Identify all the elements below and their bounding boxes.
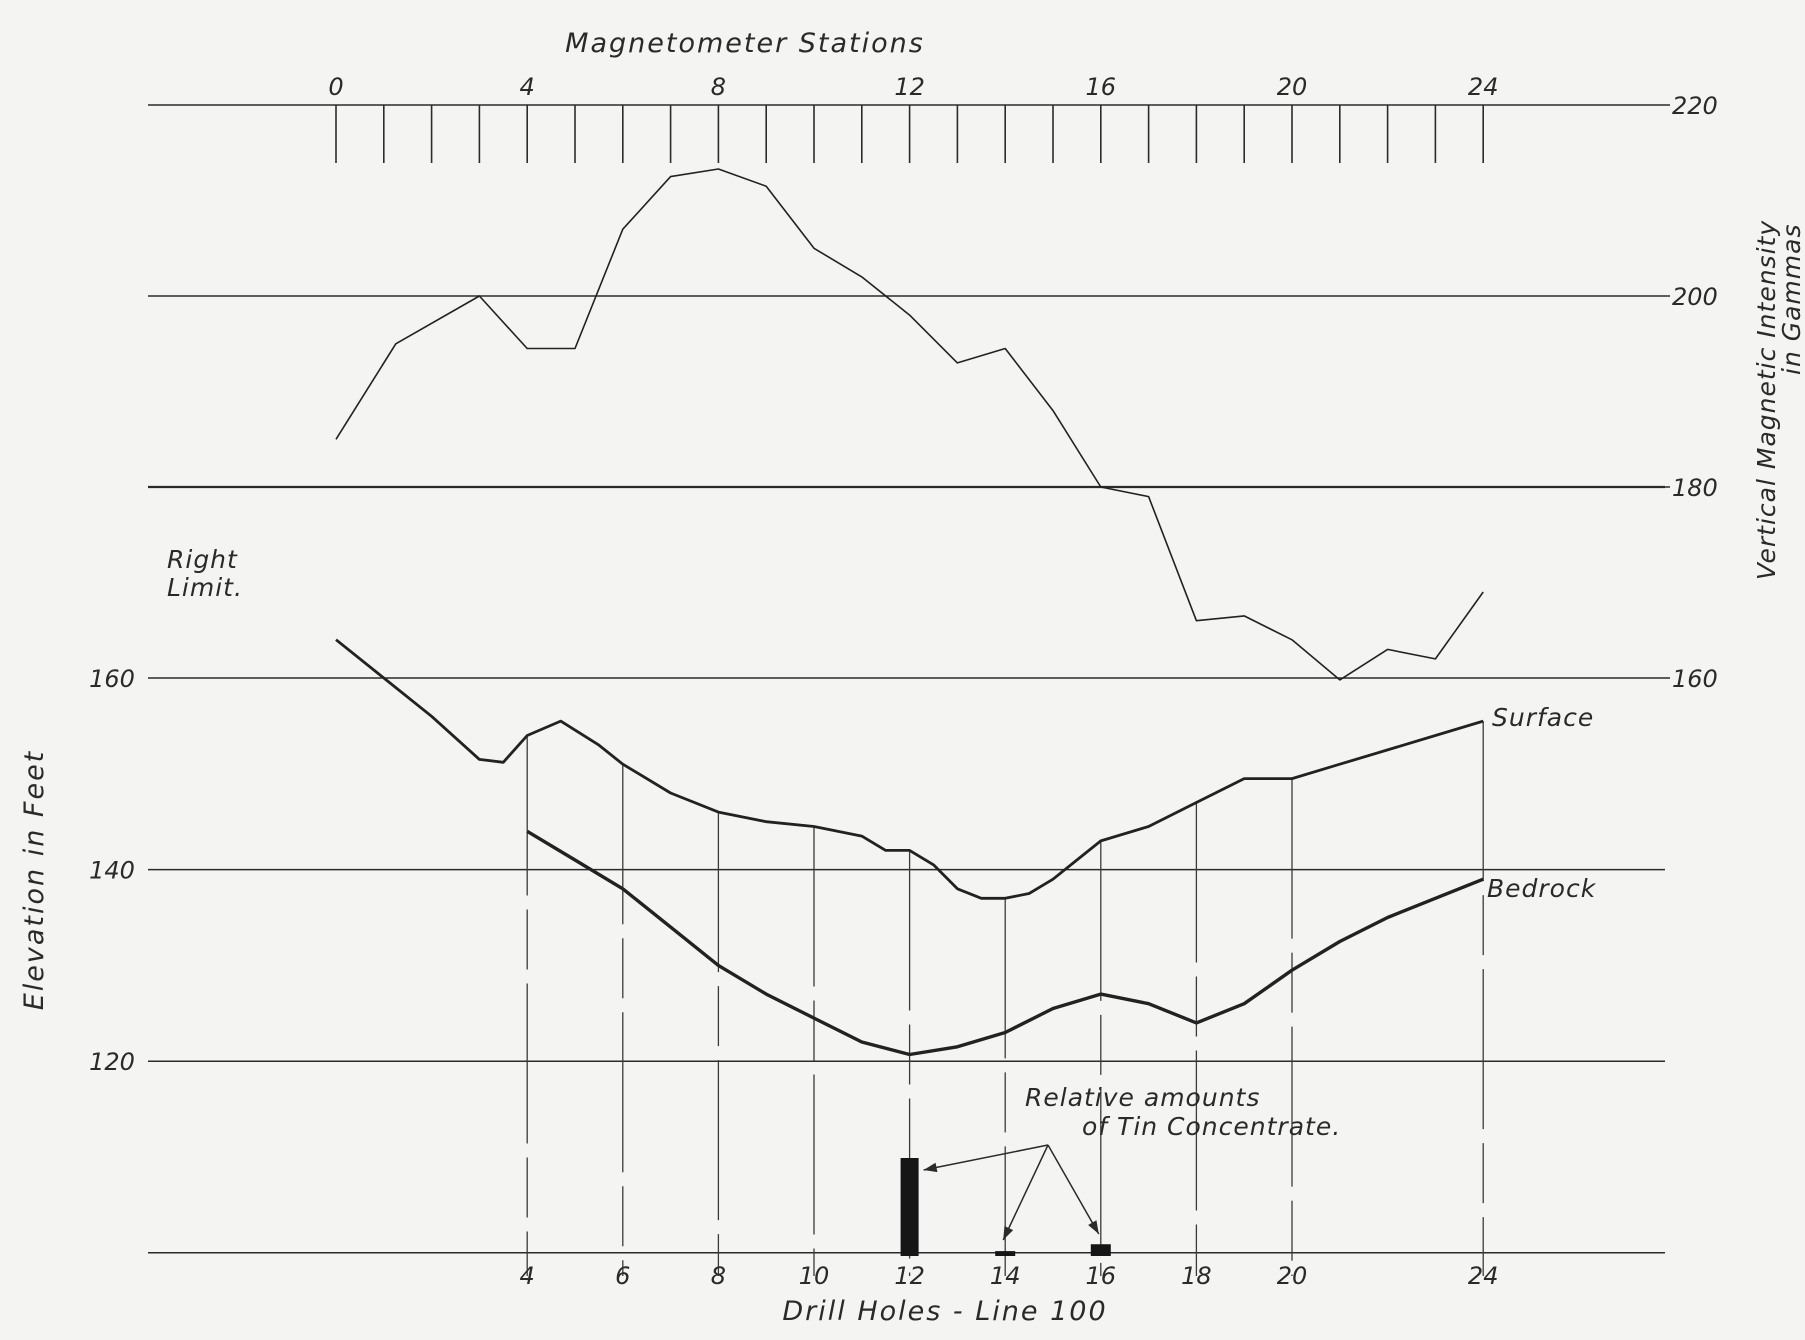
drill-hole-label-16: 16 — [1086, 1262, 1117, 1290]
annotation-arrowhead-2 — [1088, 1220, 1099, 1234]
station-label-16: 16 — [1086, 73, 1117, 101]
series-line-magnetic-intensity — [335, 168, 1484, 681]
annotation-arrowhead-0 — [923, 1162, 938, 1173]
grid-lines — [148, 104, 1665, 1254]
series-line-bedrock — [526, 829, 1484, 1057]
drill-hole-label-6: 6 — [615, 1262, 630, 1290]
station-label-0: 0 — [328, 73, 343, 101]
drill-hole-label-18: 18 — [1181, 1262, 1212, 1290]
elev-label-120: 120 — [89, 1048, 135, 1076]
station-tick-labels: 0 4 8 12 16 20 24 — [328, 73, 1498, 101]
series-label-surface: Surface — [1492, 703, 1594, 732]
annotation-line1: Relative amounts — [1025, 1083, 1260, 1112]
tin-bar-14 — [995, 1251, 1016, 1256]
drill-hole-label-8: 8 — [711, 1262, 726, 1290]
annotation-arrow-0 — [923, 1144, 1049, 1171]
drill-hole-label-20: 20 — [1277, 1262, 1308, 1290]
tin-bar-12 — [900, 1158, 919, 1256]
right-axis-label-line1: Vertical Magnetic Intensity — [1752, 220, 1781, 580]
magnetic-axis-tick-labels: 220 200 180 160 — [1665, 92, 1718, 693]
tin-bar-16 — [1090, 1244, 1111, 1256]
annotation-line2: of Tin Concentrate. — [1082, 1112, 1341, 1141]
station-tick-marks — [335, 105, 1484, 163]
tin-concentrate-bars — [900, 1158, 1111, 1256]
series-line-surface — [335, 638, 1484, 900]
drill-hole-label-4: 4 — [520, 1262, 535, 1290]
station-label-12: 12 — [894, 73, 925, 101]
mag-label-220: 220 — [1672, 92, 1718, 120]
drill-hole-label-24: 24 — [1468, 1262, 1499, 1290]
annotation-arrows — [923, 1144, 1100, 1241]
bottom-title: Drill Holes - Line 100 — [782, 1296, 1107, 1327]
top-title: Magnetometer Stations — [565, 28, 925, 59]
station-label-20: 20 — [1277, 73, 1308, 101]
right-limit-label-line2: Limit. — [167, 573, 243, 602]
drill-hole-label-12: 12 — [894, 1262, 925, 1290]
elev-label-160: 160 — [89, 665, 135, 693]
mag-label-160: 160 — [1672, 665, 1718, 693]
annotation-arrow-2 — [1047, 1144, 1100, 1235]
drill-hole-label-10: 10 — [799, 1262, 830, 1290]
elevation-axis-tick-labels: 160 140 120 — [89, 665, 135, 1076]
station-label-8: 8 — [711, 73, 726, 101]
drill-hole-vertical-lines — [526, 721, 1484, 1276]
series-label-bedrock: Bedrock — [1487, 874, 1597, 903]
right-axis-label-line2: in Gammas — [1777, 224, 1805, 375]
elev-label-140: 140 — [89, 857, 135, 885]
annotation-arrowhead-1 — [1003, 1226, 1014, 1240]
annotation-arrow-1 — [1002, 1144, 1049, 1241]
drill-hole-tick-labels: 4 6 8 10 12 14 16 18 20 24 — [520, 1262, 1499, 1290]
series-lines — [335, 168, 1484, 1057]
mag-label-200: 200 — [1672, 283, 1718, 311]
left-axis-label: Elevation in Feet — [19, 750, 50, 1011]
mag-label-180: 180 — [1672, 474, 1718, 502]
station-label-24: 24 — [1468, 73, 1499, 101]
drill-hole-label-14: 14 — [990, 1262, 1021, 1290]
station-label-4: 4 — [520, 73, 535, 101]
right-limit-label-line1: Right — [167, 545, 238, 574]
